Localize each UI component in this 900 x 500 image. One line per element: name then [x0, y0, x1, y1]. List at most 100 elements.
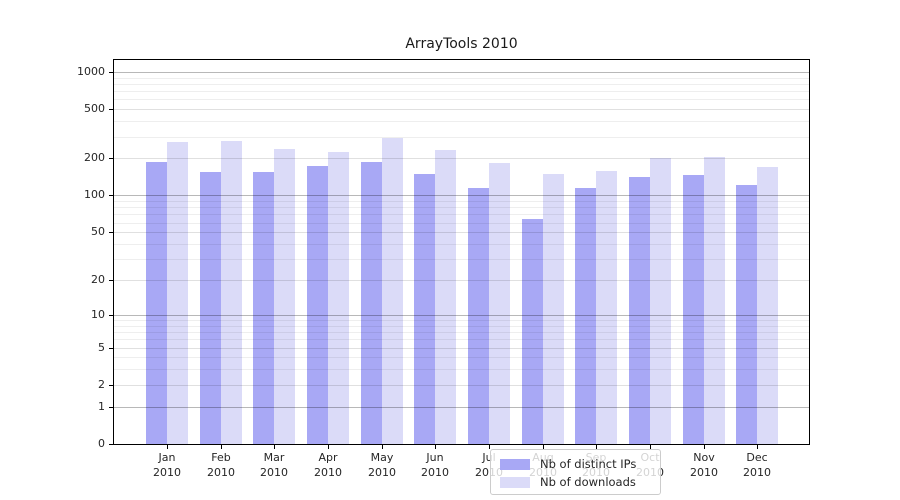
gridline-major-1 — [114, 407, 809, 408]
bar-distinct-ips-jan — [146, 162, 167, 444]
x-tick-mark-jun — [435, 445, 436, 449]
gridline-50 — [114, 232, 809, 233]
y-tick-mark-10 — [109, 315, 114, 316]
x-tick-year: 2010 — [153, 466, 181, 479]
y-tick-mark-50 — [109, 232, 114, 233]
legend-swatch-downloads — [500, 476, 530, 488]
gridline-major-1000 — [114, 72, 809, 73]
x-tick-label-mar: Mar 2010 — [242, 450, 306, 480]
x-tick-label-may: May 2010 — [350, 450, 414, 480]
x-tick-month: Dec — [746, 451, 768, 464]
gridline-major-10 — [114, 315, 809, 316]
x-tick-year: 2010 — [421, 466, 449, 479]
gridline-500 — [114, 109, 809, 110]
x-tick-month: Jan — [158, 451, 176, 464]
gridline-minor-7 — [114, 332, 809, 333]
y-tick-label-500: 500 — [84, 102, 105, 115]
x-tick-label-feb: Feb 2010 — [189, 450, 253, 480]
gridline-minor-900 — [114, 78, 809, 79]
y-tick-label-1000: 1000 — [77, 65, 105, 78]
gridline-minor-40 — [114, 244, 809, 245]
legend-label-downloads: Nb of downloads — [540, 475, 636, 489]
x-tick-month: Mar — [263, 451, 285, 464]
x-tick-year: 2010 — [314, 466, 342, 479]
x-tick-mark-oct — [650, 445, 651, 449]
x-tick-mark-apr — [328, 445, 329, 449]
y-tick-mark-5 — [109, 348, 114, 349]
x-tick-month: May — [370, 451, 394, 464]
bar-distinct-ips-oct — [629, 177, 650, 444]
gridline-minor-300 — [114, 137, 809, 138]
x-tick-month: Jun — [426, 451, 444, 464]
chart-title: ArrayTools 2010 — [405, 36, 518, 52]
x-tick-year: 2010 — [207, 466, 235, 479]
y-tick-label-20: 20 — [91, 273, 105, 286]
x-tick-mark-feb — [221, 445, 222, 449]
gridline-minor-80 — [114, 207, 809, 208]
bars-layer — [114, 60, 809, 444]
x-tick-mark-dec — [757, 445, 758, 449]
x-tick-year: 2010 — [368, 466, 396, 479]
gridline-minor-700 — [114, 91, 809, 92]
x-tick-year: 2010 — [743, 466, 771, 479]
gridlines-layer — [114, 60, 809, 444]
legend: Nb of distinct IPs Nb of downloads — [490, 449, 661, 495]
bar-downloads-sep — [596, 171, 617, 444]
gridline-minor-9 — [114, 320, 809, 321]
y-tick-label-0: 0 — [98, 437, 105, 450]
bar-distinct-ips-sep — [575, 188, 596, 444]
legend-swatch-distinct-ips — [500, 458, 530, 470]
y-tick-mark-20 — [109, 280, 114, 281]
bar-distinct-ips-may — [361, 162, 382, 444]
bar-downloads-oct — [650, 158, 671, 444]
x-tick-month: Apr — [318, 451, 338, 464]
bar-downloads-jan — [167, 142, 188, 444]
y-tick-mark-2 — [109, 385, 114, 386]
bar-downloads-nov — [704, 157, 725, 444]
x-tick-year: 2010 — [690, 466, 718, 479]
bar-downloads-jul — [489, 163, 510, 444]
bar-downloads-feb — [221, 141, 242, 444]
y-tick-mark-500 — [109, 109, 114, 110]
bar-distinct-ips-jun — [414, 174, 435, 444]
x-tick-label-jan: Jan 2010 — [135, 450, 199, 480]
bar-downloads-aug — [543, 174, 564, 444]
y-tick-mark-0 — [109, 444, 114, 445]
gridline-major-100 — [114, 195, 809, 196]
x-tick-label-dec: Dec 2010 — [725, 450, 789, 480]
bar-distinct-ips-mar — [253, 172, 274, 444]
y-tick-mark-200 — [109, 158, 114, 159]
y-tick-label-10: 10 — [91, 308, 105, 321]
y-tick-mark-100 — [109, 195, 114, 196]
bar-downloads-may — [382, 138, 403, 444]
gridline-minor-4 — [114, 357, 809, 358]
bar-distinct-ips-feb — [200, 172, 221, 444]
x-tick-mark-may — [382, 445, 383, 449]
bar-distinct-ips-apr — [307, 166, 328, 444]
x-tick-mark-sep — [596, 445, 597, 449]
x-tick-year: 2010 — [260, 466, 288, 479]
gridline-5 — [114, 348, 809, 349]
x-tick-mark-aug — [543, 445, 544, 449]
x-tick-mark-jan — [167, 445, 168, 449]
y-tick-label-200: 200 — [84, 151, 105, 164]
bar-distinct-ips-aug — [522, 219, 543, 444]
y-tick-label-2: 2 — [98, 378, 105, 391]
x-tick-mark-nov — [704, 445, 705, 449]
x-tick-month: Feb — [211, 451, 231, 464]
bar-downloads-dec — [757, 167, 778, 444]
x-tick-month: Nov — [693, 451, 715, 464]
bar-downloads-jun — [435, 150, 456, 444]
y-tick-mark-1000 — [109, 72, 114, 73]
gridline-minor-400 — [114, 121, 809, 122]
gridline-minor-6 — [114, 339, 809, 340]
gridline-minor-90 — [114, 201, 809, 202]
gridline-minor-8 — [114, 326, 809, 327]
x-tick-mark-mar — [274, 445, 275, 449]
plot-area: Nb of distinct IPs Nb of downloads — [113, 59, 810, 495]
gridline-2 — [114, 385, 809, 386]
gridline-minor-60 — [114, 223, 809, 224]
gridline-minor-30 — [114, 259, 809, 260]
bar-downloads-mar — [274, 149, 295, 444]
